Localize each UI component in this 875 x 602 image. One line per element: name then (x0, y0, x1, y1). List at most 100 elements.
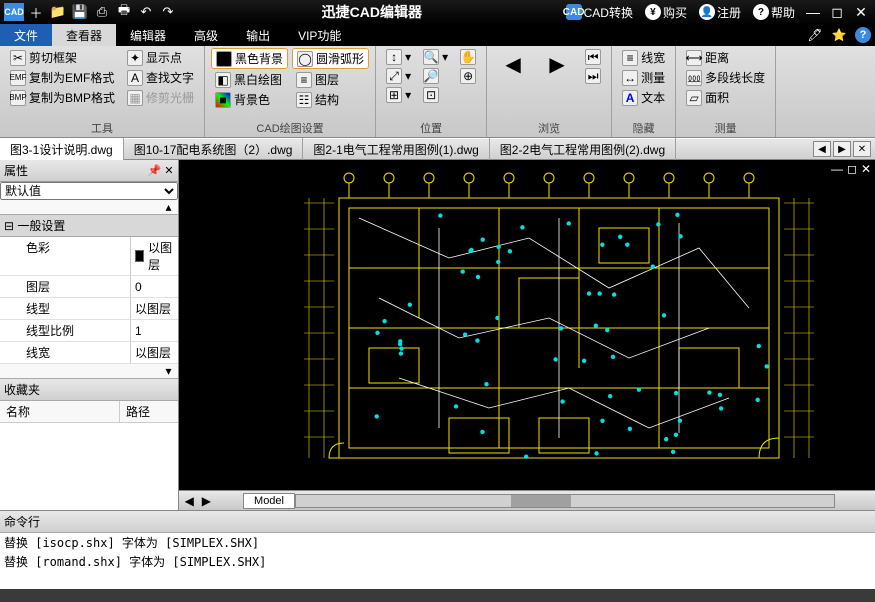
linewidth-button[interactable]: ≡线宽 (618, 48, 669, 67)
new-icon[interactable]: ＋ (26, 3, 46, 21)
close-button[interactable]: ✕ (851, 4, 871, 21)
buy-link[interactable]: ¥购买 (641, 4, 691, 21)
tab-file[interactable]: 文件 (0, 24, 52, 46)
workspace: 属性📌 ✕ 默认值 ▴ ⊟ 一般设置 色彩以图层 图层0 线型以图层 线型比例1… (0, 160, 875, 510)
help-icon[interactable]: ? (853, 25, 873, 45)
find-text-button[interactable]: A查找文字 (123, 68, 198, 87)
text-button[interactable]: A文本 (618, 88, 669, 107)
group-cad-settings: ■黑色背景 ◧黑白绘图 ■背景色 ◯圆滑弧形 ≡图层 ☷结构 CAD绘图设置 (205, 46, 376, 137)
doctab-prev-button[interactable]: ◀ (813, 141, 831, 157)
doctab-2[interactable]: 图2-1电气工程常用图例(1).dwg (303, 138, 489, 161)
pos-b6[interactable]: ⊡ (419, 86, 452, 104)
trim-raster-button: ▦修剪光栅 (123, 88, 198, 107)
default-select[interactable]: 默认值 (0, 182, 178, 200)
smooth-arc-button[interactable]: ◯圆滑弧形 (292, 48, 369, 69)
saveall-icon[interactable]: ⎙ (92, 3, 112, 21)
canvas-max-icon[interactable]: ◻ (847, 162, 857, 176)
pos-b8[interactable]: ⊕ (456, 67, 480, 85)
maximize-button[interactable]: ◻ (827, 4, 847, 21)
model-tab[interactable]: Model (243, 493, 295, 509)
command-input[interactable] (0, 571, 875, 589)
cut-frame-button[interactable]: ✂剪切框架 (6, 48, 119, 67)
tab-output[interactable]: 输出 (232, 24, 284, 46)
pos-b5[interactable]: 🔎 (419, 67, 452, 85)
bw-draw-button[interactable]: ◧黑白绘图 (211, 70, 288, 89)
browse-next-button[interactable]: ▶ (537, 48, 577, 119)
pos-b3[interactable]: ⊞▾ (382, 86, 415, 104)
save-icon[interactable]: 💾 (70, 3, 90, 21)
group-position: ↕▾ ⤢▾ ⊞▾ 🔍▾ 🔎 ⊡ ✋ ⊕ 位置 (376, 46, 487, 137)
doctab-1[interactable]: 图10-17配电系统图（2）.dwg (124, 138, 304, 161)
browse-first-button[interactable]: ⏮ (581, 48, 605, 66)
star-icon[interactable]: ⭐ (829, 25, 849, 45)
modeltab-prev-icon[interactable]: ◀ (179, 494, 200, 508)
floorplan-svg (299, 168, 819, 488)
distance-button[interactable]: ⟷距离 (682, 48, 769, 67)
tab-vip[interactable]: VIP功能 (284, 24, 355, 46)
polyline-length-button[interactable]: ⅏多段线长度 (682, 68, 769, 87)
h-scrollbar[interactable] (295, 494, 835, 508)
model-tab-bar: ◀ ▶ Model (179, 490, 875, 510)
black-bg-button[interactable]: ■黑色背景 (211, 48, 288, 69)
show-point-button[interactable]: ✦显示点 (123, 48, 198, 67)
favorites-columns: 名称 路径 (0, 401, 178, 423)
pos-b1[interactable]: ↕▾ (382, 48, 415, 66)
open-icon[interactable]: 📁 (48, 3, 68, 21)
group-tools: ✂剪切框架 EMF复制为EMF格式 BMP复制为BMP格式 ✦显示点 A查找文字… (0, 46, 205, 137)
scroll-down-icon[interactable]: ▾ (160, 364, 178, 378)
tab-viewer[interactable]: 查看器 (52, 24, 116, 46)
doctab-close-button[interactable]: ✕ (853, 141, 871, 157)
group-browse-label: 浏览 (493, 119, 605, 137)
measure-button[interactable]: ↔测量 (618, 68, 669, 87)
brush-icon[interactable]: 🖊 (805, 25, 825, 45)
titlebar-right: CADCAD转换 ¥购买 👤注册 ?帮助 — ◻ ✕ (562, 4, 875, 21)
browse-last-button[interactable]: ⏭ (581, 67, 605, 85)
doctab-next-button[interactable]: ▶ (833, 141, 851, 157)
properties-header: 属性📌 ✕ (0, 160, 178, 182)
area-button[interactable]: ▱面积 (682, 88, 769, 107)
tab-editor[interactable]: 编辑器 (116, 24, 180, 46)
tab-advanced[interactable]: 高级 (180, 24, 232, 46)
pos-b7[interactable]: ✋ (456, 48, 480, 66)
scroll-up-icon[interactable]: ▴ (160, 200, 178, 214)
prop-row-color[interactable]: 色彩以图层 (0, 237, 178, 276)
fav-col-name[interactable]: 名称 (0, 401, 120, 422)
ribbon: ✂剪切框架 EMF复制为EMF格式 BMP复制为BMP格式 ✦显示点 A查找文字… (0, 46, 875, 138)
prop-row-layer[interactable]: 图层0 (0, 276, 178, 298)
prop-category[interactable]: ⊟ 一般设置 (0, 214, 178, 237)
doctab-3[interactable]: 图2-2电气工程常用图例(2).dwg (490, 138, 676, 161)
canvas-close-icon[interactable]: ✕ (861, 162, 871, 176)
group-hide-label: 隐藏 (618, 119, 669, 137)
group-browse: ◀ ▶ ⏮ ⏭ 浏览 (487, 46, 612, 137)
prop-row-linescale[interactable]: 线型比例1 (0, 320, 178, 342)
command-header: 命令行 (0, 511, 875, 533)
copy-bmp-button[interactable]: BMP复制为BMP格式 (6, 88, 119, 107)
canvas-min-icon[interactable]: — (831, 162, 843, 176)
prop-row-linewidth[interactable]: 线宽以图层 (0, 342, 178, 364)
prop-row-linetype[interactable]: 线型以图层 (0, 298, 178, 320)
register-link[interactable]: 👤注册 (695, 4, 745, 21)
group-measure-label: 测量 (682, 119, 769, 137)
quick-access-toolbar: CAD ＋ 📁 💾 ⎙ 🖶 ↶ ↷ (0, 3, 182, 21)
redo-icon[interactable]: ↷ (158, 3, 178, 21)
help-link[interactable]: ?帮助 (749, 4, 799, 21)
drawing-canvas[interactable]: — ◻ ✕ (179, 160, 875, 490)
property-grid: 色彩以图层 图层0 线型以图层 线型比例1 线宽以图层 (0, 237, 178, 364)
structure-button[interactable]: ☷结构 (292, 90, 369, 109)
cadconvert-link[interactable]: CADCAD转换 (562, 4, 637, 21)
copy-emf-button[interactable]: EMF复制为EMF格式 (6, 68, 119, 87)
pos-b2[interactable]: ⤢▾ (382, 67, 415, 85)
bgcolor-button[interactable]: ■背景色 (211, 90, 288, 109)
group-cad-label: CAD绘图设置 (211, 119, 369, 137)
fav-col-path[interactable]: 路径 (120, 401, 156, 422)
undo-icon[interactable]: ↶ (136, 3, 156, 21)
layer-button[interactable]: ≡图层 (292, 70, 369, 89)
browse-prev-button[interactable]: ◀ (493, 48, 533, 119)
doctab-0[interactable]: 图3-1设计说明.dwg (0, 138, 124, 161)
minimize-button[interactable]: — (803, 4, 823, 20)
pin-icon[interactable]: 📌 ✕ (148, 164, 174, 177)
print-icon[interactable]: 🖶 (114, 3, 134, 21)
pos-b4[interactable]: 🔍▾ (419, 48, 452, 66)
app-icon[interactable]: CAD (4, 3, 24, 21)
modeltab-next-icon[interactable]: ▶ (200, 494, 213, 508)
